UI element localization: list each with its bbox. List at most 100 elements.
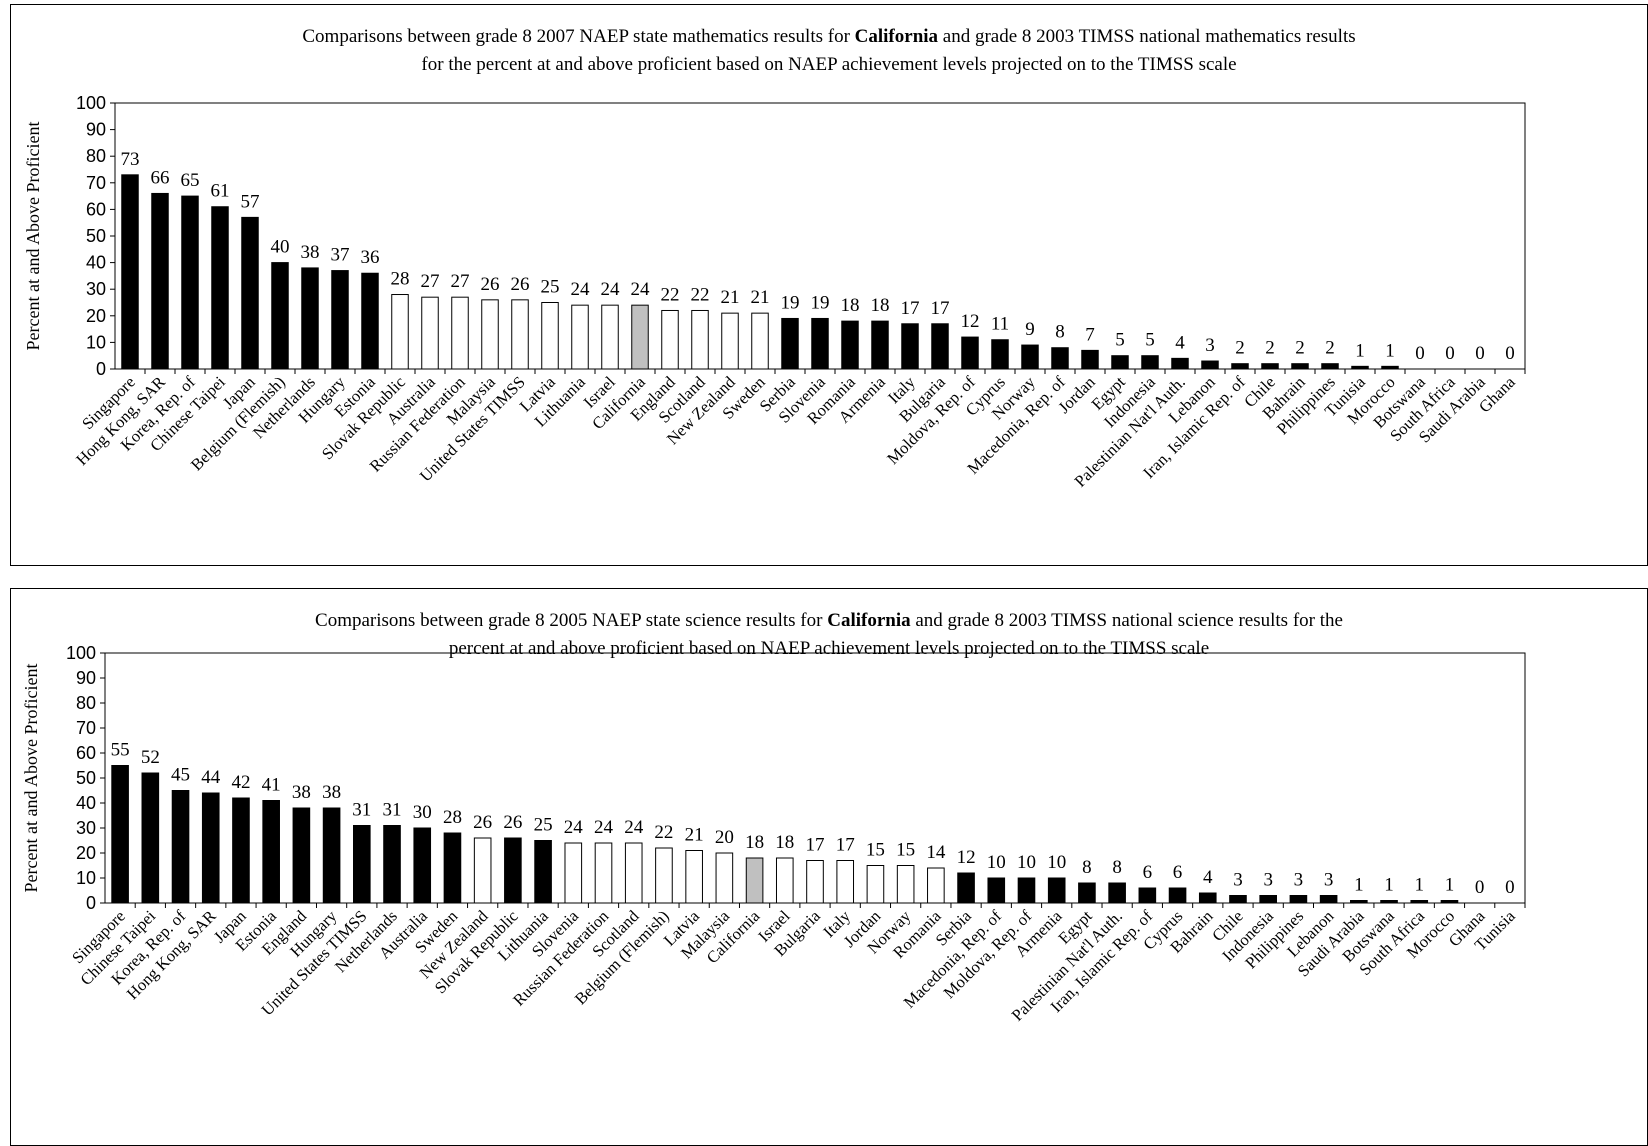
bar bbox=[715, 852, 734, 904]
data-label: 15 bbox=[866, 840, 885, 861]
data-label: 57 bbox=[241, 191, 260, 212]
data-label: 10 bbox=[987, 852, 1006, 873]
bar bbox=[383, 825, 401, 904]
data-label: 3 bbox=[1294, 870, 1304, 891]
math-chart-title: Comparisons between grade 8 2007 NAEP st… bbox=[11, 23, 1647, 79]
science-chart-title: Comparisons between grade 8 2005 NAEP st… bbox=[11, 607, 1647, 663]
y-axis-label: Percent at and Above Proficient bbox=[21, 664, 41, 893]
y-axis-label: Percent at and Above Proficient bbox=[23, 122, 43, 351]
data-label: 26 bbox=[481, 274, 500, 295]
bar bbox=[511, 299, 529, 370]
bar bbox=[421, 296, 439, 370]
data-label: 19 bbox=[811, 292, 830, 313]
title-text-pre: Comparisons between grade 8 2007 NAEP st… bbox=[302, 26, 855, 47]
title-text-post: and grade 8 2003 TIMSS national science … bbox=[910, 610, 1343, 631]
data-label: 8 bbox=[1055, 322, 1065, 343]
data-label: 36 bbox=[361, 247, 380, 268]
bar bbox=[841, 320, 859, 370]
data-label: 31 bbox=[352, 800, 371, 821]
bar bbox=[413, 827, 432, 904]
bar bbox=[1380, 900, 1398, 904]
data-label: 28 bbox=[391, 269, 410, 290]
data-label: 0 bbox=[1475, 343, 1485, 364]
y-tick-label: 80 bbox=[86, 146, 106, 166]
bar bbox=[1351, 365, 1369, 370]
bar bbox=[1017, 877, 1036, 904]
y-tick-label: 70 bbox=[76, 718, 96, 738]
bar bbox=[1201, 360, 1219, 370]
data-label: 11 bbox=[991, 314, 1009, 335]
bar bbox=[1289, 895, 1308, 904]
y-tick-label: 100 bbox=[66, 643, 96, 663]
y-tick-label: 70 bbox=[86, 173, 106, 193]
data-label: 1 bbox=[1384, 875, 1394, 896]
data-label: 8 bbox=[1082, 857, 1092, 878]
bar bbox=[1261, 363, 1279, 370]
bar bbox=[1259, 895, 1277, 904]
data-label: 0 bbox=[1505, 343, 1515, 364]
data-label: 24 bbox=[601, 279, 621, 300]
bar bbox=[781, 317, 799, 370]
bar bbox=[594, 842, 613, 904]
bar bbox=[443, 832, 462, 904]
data-label: 24 bbox=[571, 279, 591, 300]
bar bbox=[745, 857, 764, 904]
data-label: 1 bbox=[1385, 340, 1395, 361]
data-label: 73 bbox=[121, 149, 140, 170]
y-tick-label: 30 bbox=[76, 818, 96, 838]
y-tick-label: 10 bbox=[86, 332, 106, 352]
data-label: 20 bbox=[715, 827, 734, 848]
data-label: 24 bbox=[564, 817, 584, 838]
bar bbox=[661, 309, 679, 370]
bar bbox=[1321, 363, 1339, 370]
data-label: 52 bbox=[141, 747, 160, 768]
y-tick-label: 30 bbox=[86, 279, 106, 299]
bar bbox=[1168, 887, 1187, 904]
bar bbox=[171, 790, 190, 904]
data-label: 38 bbox=[322, 782, 341, 803]
data-label: 17 bbox=[806, 835, 825, 856]
bar bbox=[571, 304, 589, 370]
bar bbox=[1051, 347, 1069, 370]
math-chart-title-line2: for the percent at and above proficient … bbox=[421, 54, 1237, 75]
bar bbox=[1231, 363, 1249, 370]
data-label: 2 bbox=[1325, 338, 1335, 359]
data-label: 38 bbox=[301, 242, 320, 263]
bar bbox=[241, 216, 259, 370]
data-label: 18 bbox=[775, 832, 794, 853]
bar bbox=[927, 867, 945, 904]
bar bbox=[232, 797, 250, 904]
bar bbox=[896, 865, 915, 904]
title-text-bold: California bbox=[827, 610, 911, 631]
data-label: 61 bbox=[211, 181, 230, 202]
bar bbox=[1291, 363, 1309, 370]
bar bbox=[534, 840, 552, 904]
bar bbox=[1047, 877, 1066, 904]
bar bbox=[1078, 882, 1096, 904]
science-chart-title-line1: Comparisons between grade 8 2005 NAEP st… bbox=[11, 607, 1647, 635]
bar bbox=[987, 877, 1006, 904]
bar bbox=[121, 174, 139, 370]
y-tick-label: 0 bbox=[96, 359, 106, 379]
y-tick-label: 60 bbox=[76, 743, 96, 763]
bar bbox=[481, 299, 499, 370]
bar bbox=[1229, 895, 1247, 904]
data-label: 24 bbox=[624, 817, 644, 838]
data-label: 15 bbox=[896, 840, 915, 861]
data-label: 44 bbox=[201, 767, 221, 788]
title-text-post: and grade 8 2003 TIMSS national mathemat… bbox=[938, 26, 1356, 47]
x-tick-label: Ghana bbox=[1475, 372, 1519, 416]
data-label: 8 bbox=[1112, 857, 1122, 878]
data-label: 18 bbox=[871, 295, 890, 316]
data-label: 4 bbox=[1175, 332, 1185, 353]
bar bbox=[1138, 887, 1157, 904]
data-label: 9 bbox=[1025, 319, 1035, 340]
title-text-bold: California bbox=[854, 26, 939, 47]
data-label: 4 bbox=[1203, 867, 1213, 888]
bar bbox=[991, 339, 1009, 370]
y-tick-label: 50 bbox=[86, 226, 106, 246]
data-label: 40 bbox=[271, 237, 290, 258]
y-tick-label: 100 bbox=[76, 93, 106, 113]
